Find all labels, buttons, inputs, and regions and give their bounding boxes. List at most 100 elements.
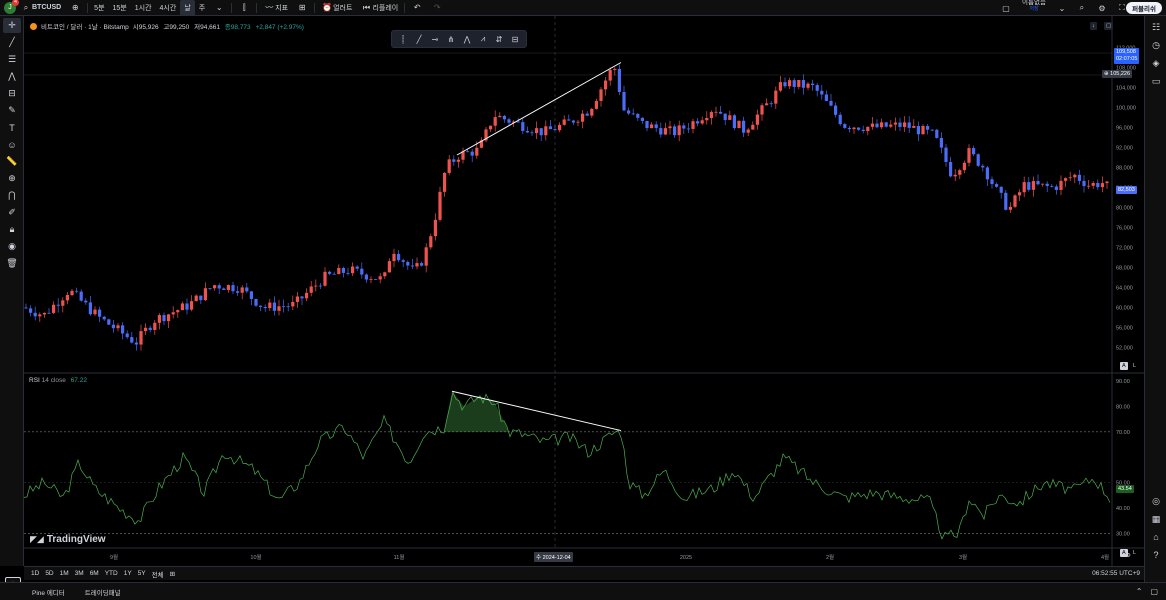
clock-timezone[interactable]: 06:52:55 UTC+9 <box>1092 570 1140 577</box>
measure-tool[interactable]: 📏 <box>3 154 21 169</box>
candle-body <box>1064 178 1068 181</box>
rsi-scale-auto[interactable]: A <box>1120 549 1128 557</box>
chat-button[interactable]: ▭ <box>1148 74 1164 88</box>
trendline-icon[interactable]: ╱ <box>416 34 422 44</box>
time-axis-settings-button[interactable]: ⚙ <box>1126 553 1131 559</box>
maximize-icon[interactable]: ▢ <box>1150 587 1158 596</box>
help-button[interactable]: ? <box>1148 548 1164 562</box>
quick-search-button[interactable]: ⌕ <box>1072 0 1092 16</box>
watchlist-button[interactable]: ☷ <box>1148 20 1164 34</box>
time-tick-label: 2월 <box>826 553 834 561</box>
symbol-search[interactable]: ⌕ BTCUSD <box>16 0 65 16</box>
candle-body <box>861 129 865 132</box>
chart-area[interactable]: 112,000108,000104,000100,00096,00092,000… <box>24 16 1144 566</box>
rsi-value: 67.22 <box>70 377 87 384</box>
timeframe-5y[interactable]: 5Y <box>137 570 146 577</box>
price-scale-log[interactable]: L <box>1133 363 1137 369</box>
trendline-tool[interactable]: ╱ <box>3 35 21 50</box>
timeframe-1d[interactable]: 1D <box>31 570 40 577</box>
collapse-pane-button[interactable]: ↓ <box>1090 22 1097 30</box>
candle-body <box>456 159 460 162</box>
alerts-button[interactable]: ◷ <box>1148 38 1164 52</box>
ruler-icon: 📏 <box>6 156 18 166</box>
magnet-tool[interactable]: ⋂ <box>3 188 21 203</box>
interval-15m[interactable]: 15분 <box>112 4 127 12</box>
crosshair-tool[interactable]: ✛ <box>3 18 21 33</box>
notifications-button[interactable]: ⌂ <box>1148 530 1164 544</box>
interval-5m[interactable]: 5분 <box>94 4 105 12</box>
tab-trading-panel[interactable]: 트레이딩패널 <box>84 589 121 597</box>
horizontal-ray-icon[interactable]: ⊸ <box>431 34 439 44</box>
brush-tool[interactable]: ✎ <box>3 103 21 118</box>
timeframe-3m[interactable]: 3M <box>74 570 84 577</box>
settings-button[interactable]: ⚙ <box>1092 0 1112 16</box>
publish-button[interactable]: 퍼블리쉬 <box>1126 2 1162 14</box>
zigzag-icon[interactable]: ⋀ <box>463 34 471 44</box>
chart-canvas[interactable]: 112,000108,000104,000100,00096,00092,000… <box>24 16 1144 566</box>
undo-button[interactable]: ↶ <box>407 0 427 16</box>
cursor-icon[interactable]: ⸽ <box>401 34 405 44</box>
interval-day[interactable]: 날 <box>180 0 195 16</box>
templates-button[interactable]: ⊞ <box>292 0 312 16</box>
pattern-tool[interactable]: ⋀ <box>3 69 21 84</box>
candle-body <box>415 263 419 267</box>
interval-dropdown[interactable]: ⌄ <box>209 0 229 16</box>
chart-type-button[interactable]: ⫿ <box>234 0 254 16</box>
rsi-tick-label: 50.00 <box>1116 481 1130 487</box>
user-avatar[interactable]: J 4 <box>4 0 19 14</box>
range-icon[interactable]: ⊟ <box>511 34 519 44</box>
forecast-tool[interactable]: ⊟ <box>3 86 21 101</box>
candle-body <box>282 306 286 308</box>
candle-body <box>498 115 502 118</box>
tab-pine-editor[interactable]: Pine 에디터 <box>32 589 65 597</box>
replay-button[interactable]: ⏮ 리플레이 <box>356 0 402 16</box>
fullscreen-button[interactable]: ⛶ <box>1112 0 1132 16</box>
bitcoin-icon <box>30 22 37 30</box>
fib-tool[interactable]: ☰ <box>3 52 21 67</box>
interval-week[interactable]: 주 <box>198 4 206 12</box>
timeframe-6m[interactable]: 6M <box>89 570 99 577</box>
position-icon[interactable]: ⇵ <box>495 34 503 44</box>
emoji-tool[interactable]: ☺ <box>3 137 21 152</box>
candle-body <box>364 274 368 280</box>
interval-4h[interactable]: 4시간 <box>159 4 177 12</box>
timeframe-ytd[interactable]: YTD <box>104 570 118 577</box>
candle-body <box>466 151 470 153</box>
object-tree-button[interactable]: ◈ <box>1148 56 1164 70</box>
lock-tool[interactable]: 🔒︎ <box>3 222 21 237</box>
candle-body <box>157 315 161 323</box>
pitchfork-icon[interactable]: ⋔ <box>447 34 455 44</box>
layout-select-button[interactable]: ▢ <box>996 0 1016 16</box>
goto-date-button[interactable]: ⊞ <box>167 570 178 578</box>
candle-body <box>884 122 888 127</box>
zoom-tool[interactable]: ⊕ <box>3 171 21 186</box>
divider <box>231 2 233 13</box>
rsi-legend[interactable]: RSI 14 close 67.22 <box>29 377 87 384</box>
add-symbol-button[interactable]: ⊕ <box>65 0 85 16</box>
divider <box>314 2 316 13</box>
calendar-button[interactable]: ▦ <box>1148 512 1164 526</box>
candle-body <box>332 273 336 275</box>
layout-name[interactable]: 이름없음 저장 <box>1016 0 1052 16</box>
indicators-button[interactable]: 〰 지표 <box>259 0 292 16</box>
timeframe-all[interactable]: 전체 <box>151 571 164 579</box>
chevron-up-icon[interactable]: ⌃ <box>1135 587 1143 596</box>
stay-drawing-tool[interactable]: ✐ <box>3 205 21 220</box>
ideas-button[interactable]: ◎ <box>1148 494 1164 508</box>
price-scale-auto[interactable]: A <box>1120 362 1128 370</box>
interval-1h[interactable]: 1시간 <box>134 4 152 12</box>
timeframe-5d[interactable]: 5D <box>45 570 54 577</box>
layout-dropdown[interactable]: ⌄ <box>1052 0 1072 16</box>
redo-button[interactable]: ↷ <box>427 0 447 16</box>
hide-tool[interactable]: ◉ <box>3 239 21 254</box>
rsi-scale-log[interactable]: L <box>1133 550 1137 556</box>
candle-body <box>171 312 175 315</box>
wave-icon[interactable]: ⩘ <box>480 34 486 43</box>
last-price-label: 82,503 <box>1116 186 1137 194</box>
delete-tool[interactable]: 🗑︎ <box>3 256 21 271</box>
maximize-pane-button[interactable]: ▢ <box>1104 22 1114 30</box>
alert-button[interactable]: ⏰ 얼러트 <box>317 0 356 16</box>
timeframe-1y[interactable]: 1Y <box>123 570 132 577</box>
timeframe-1m[interactable]: 1M <box>59 570 69 577</box>
text-tool[interactable]: T <box>3 120 21 135</box>
